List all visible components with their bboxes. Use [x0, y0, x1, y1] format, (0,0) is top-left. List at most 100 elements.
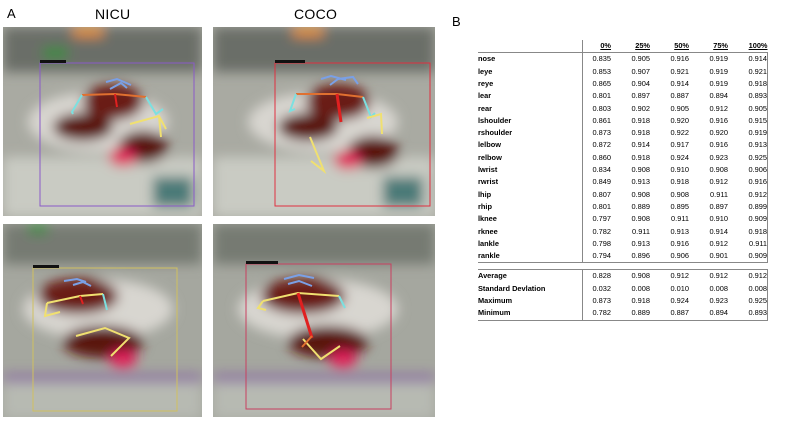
- table-cell: 0.889: [631, 201, 651, 211]
- table-cell: 0.803: [592, 103, 612, 113]
- table-cell: 0.902: [631, 103, 651, 113]
- table-cell: 0.908: [611, 269, 650, 283]
- keypoint-accuracy-table: 0% 25% 50% 75% 100% nose 0.835 0.905 0.916 0…: [478, 40, 768, 321]
- row-label: lankle: [478, 237, 583, 251]
- table-cell: 0.916: [728, 176, 768, 189]
- table-cell: 0.032: [592, 283, 612, 293]
- table-cell: 0.794: [582, 250, 611, 264]
- table-cell: 0.894: [709, 91, 729, 101]
- row-label: leye: [478, 65, 583, 78]
- table-cell: 0.834: [592, 165, 612, 175]
- table-cell: 0.912: [728, 188, 768, 201]
- coco-photo-bottom: [213, 224, 435, 417]
- table-cell: 0.895: [670, 201, 690, 211]
- table-cell: 0.924: [670, 295, 690, 305]
- row-label: rankle: [478, 250, 583, 264]
- table-spacer: [478, 263, 768, 270]
- table-cell: 0.918: [631, 152, 651, 162]
- table-cell: 0.849: [592, 177, 612, 187]
- table-cell: 0.917: [670, 140, 690, 150]
- table-cell: 0.908: [709, 165, 729, 175]
- header-blank: [478, 40, 583, 53]
- table-cell: 0.916: [709, 140, 729, 150]
- table-cell: 0.912: [728, 269, 768, 283]
- table-cell: 0.921: [728, 65, 768, 78]
- table-cell: 0.912: [650, 269, 689, 283]
- table-cell: 0.897: [709, 201, 729, 211]
- table-cell: 0.919: [728, 127, 768, 140]
- table-cell: 0.853: [592, 66, 612, 76]
- table-cell: 0.010: [670, 283, 690, 293]
- table-cell: 0.913: [728, 139, 768, 152]
- table-cell: 0.918: [631, 115, 651, 125]
- table-row: rshoulder 0.873 0.918 0.922 0.920 0.919: [478, 127, 768, 140]
- table-cell: 0.860: [592, 152, 612, 162]
- table-row: Minimum 0.782 0.889 0.887 0.894 0.893: [478, 307, 768, 321]
- table-cell: 0.893: [728, 90, 768, 103]
- table-cell: 0.887: [670, 91, 690, 101]
- table-cell: 0.905: [728, 102, 768, 115]
- row-label: rwrist: [478, 176, 583, 189]
- table-cell: 0.906: [728, 163, 768, 177]
- coco-column-label: COCO: [294, 6, 338, 22]
- table-cell: 0.887: [650, 307, 689, 321]
- table-row: lshoulder 0.861 0.918 0.920 0.916 0.915: [478, 114, 768, 128]
- table-cell: 0.912: [709, 177, 729, 187]
- row-label: lknee: [478, 213, 583, 226]
- table-row: rankle 0.794 0.896 0.906 0.901 0.909: [478, 250, 768, 264]
- header-50-percent: 50%: [674, 41, 689, 51]
- table-cell: 0.911: [710, 189, 728, 199]
- table-cell: 0.914: [631, 140, 651, 150]
- row-label: lwrist: [478, 163, 583, 177]
- row-label: rshoulder: [478, 127, 583, 140]
- table-cell: 0.913: [631, 238, 651, 248]
- table-row: lhip 0.807 0.908 0.908 0.911 0.912: [478, 188, 768, 201]
- table-cell: 0.899: [728, 200, 768, 214]
- table-cell: 0.920: [709, 128, 729, 138]
- table-cell: 0.008: [728, 282, 768, 295]
- table-row: Maximum 0.873 0.918 0.924 0.923 0.925: [478, 294, 768, 308]
- table-cell: 0.801: [592, 91, 612, 101]
- table-cell: 0.905: [670, 103, 690, 113]
- table-cell: 0.918: [728, 225, 768, 238]
- header-25-percent: 25%: [635, 41, 650, 51]
- table-cell: 0.911: [728, 237, 768, 251]
- table-row: reye 0.865 0.904 0.914 0.919 0.918: [478, 77, 768, 91]
- table-cell: 0.913: [670, 226, 690, 236]
- table-cell: 0.908: [670, 189, 690, 199]
- table-cell: 0.904: [631, 78, 651, 88]
- table-cell: 0.916: [650, 52, 689, 66]
- row-label: reye: [478, 77, 583, 91]
- table-row: lelbow 0.872 0.914 0.917 0.916 0.913: [478, 139, 768, 152]
- table-row: rhip 0.801 0.889 0.895 0.897 0.899: [478, 200, 768, 214]
- table-row: rknee 0.782 0.911 0.913 0.914 0.918: [478, 225, 768, 238]
- table-row: lear 0.801 0.897 0.887 0.894 0.893: [478, 90, 768, 103]
- table-cell: 0.923: [709, 152, 729, 162]
- table-row: nose 0.835 0.905 0.916 0.919 0.914: [478, 52, 768, 66]
- table-cell: 0.919: [709, 78, 729, 88]
- table-row: rear 0.803 0.902 0.905 0.912 0.905: [478, 102, 768, 115]
- table-cell: 0.911: [632, 226, 650, 236]
- nicu-photo-top: [3, 27, 202, 216]
- table-cell: 0.915: [728, 114, 768, 128]
- row-label: rknee: [478, 225, 583, 238]
- table-row: rwrist 0.849 0.913 0.918 0.912 0.916: [478, 176, 768, 189]
- table-spacer-cell: [478, 263, 768, 270]
- table-cell: 0.008: [709, 283, 729, 293]
- table-cell: 0.923: [709, 295, 729, 305]
- table-cell: 0.908: [631, 214, 651, 224]
- table-cell: 0.918: [631, 295, 651, 305]
- table-cell: 0.918: [728, 77, 768, 91]
- row-label: lear: [478, 90, 583, 103]
- table-row: Average 0.828 0.908 0.912 0.912 0.912: [478, 269, 768, 283]
- table-cell: 0.807: [592, 189, 612, 199]
- row-label: Maximum: [478, 294, 583, 308]
- table-cell: 0.925: [728, 151, 768, 164]
- row-label: Average: [478, 269, 583, 283]
- table-cell: 0.865: [592, 78, 612, 88]
- table-cell: 0.918: [631, 128, 651, 138]
- table-cell: 0.782: [592, 226, 612, 236]
- table-cell: 0.909: [728, 213, 768, 226]
- panel-b-letter: B: [452, 14, 461, 29]
- table-cell: 0.925: [728, 294, 768, 308]
